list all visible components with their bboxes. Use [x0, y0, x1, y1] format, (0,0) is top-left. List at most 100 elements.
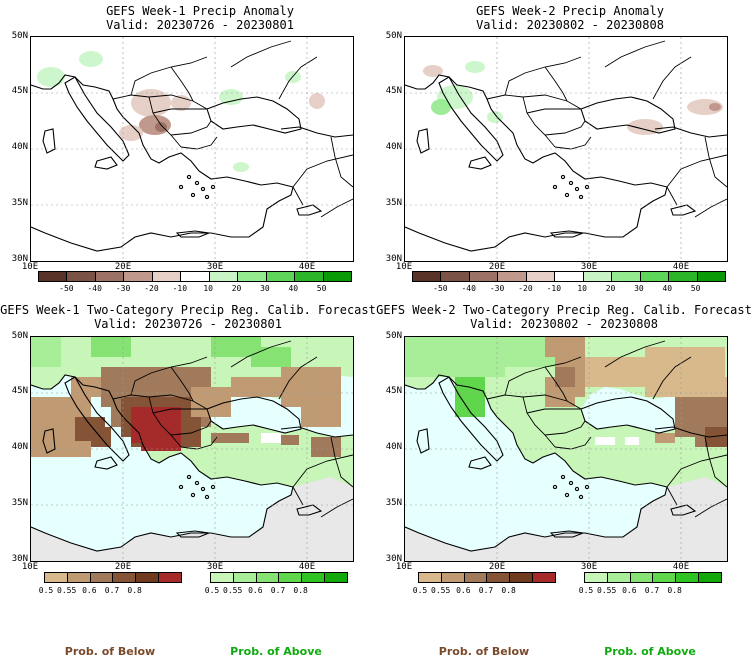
lat-label: 35N: [385, 198, 402, 208]
lon-label: 20E: [114, 262, 132, 272]
panel3-title: GEFS Week-1 Two-Category Precip Reg. Cal…: [0, 303, 376, 331]
colorbar-tick: 0.8: [293, 586, 308, 595]
lat-label: 50N: [385, 31, 402, 41]
colorbar-tick: 0.6: [82, 586, 97, 595]
map-week2-anomaly: [404, 36, 728, 262]
colorbar-swatch: [555, 272, 584, 281]
colorbar-tick: 0.8: [501, 586, 516, 595]
legend-prob-above: Prob. of Above: [604, 645, 696, 658]
colorbar-tick: 0.6: [456, 586, 471, 595]
colorbar-swatch: [256, 573, 280, 582]
colorbar-swatch: [640, 272, 670, 281]
lat-label: 50N: [385, 331, 402, 341]
map-week1-probability: [30, 336, 354, 562]
colorbar-swatch: [487, 573, 511, 582]
colorbar-swatch: [630, 573, 654, 582]
colorbar-tick: 30: [260, 284, 270, 293]
colorbar-strip: [412, 271, 726, 282]
colorbar-tick: 20: [231, 284, 242, 293]
panel1-valid: Valid: 20230726 - 20230801: [106, 18, 294, 32]
colorbar-swatch: [469, 272, 499, 281]
colorbar-swatch: [676, 573, 700, 582]
lon-label: 10E: [21, 562, 39, 572]
colorbar-swatch: [699, 573, 721, 582]
panel4-title: GEFS Week-2 Two-Category Precip Reg. Cal…: [376, 303, 752, 331]
panel2-valid: Valid: 20230802 - 20230808: [476, 18, 664, 32]
lat-label: 50N: [11, 331, 28, 341]
colorbar-swatch: [211, 573, 234, 582]
colorbar-tick: 0.8: [127, 586, 142, 595]
colorbar-swatch: [39, 272, 68, 281]
lon-label: 10E: [395, 262, 413, 272]
colorbar-swatch: [669, 272, 698, 281]
colorbar-tick: -10: [172, 284, 188, 293]
lon-label: 30E: [580, 562, 598, 572]
lat-label: 30N: [385, 254, 402, 264]
colorbar-swatch: [302, 573, 326, 582]
colorbar-tick: 0.5: [38, 586, 54, 595]
lat-label: 40N: [385, 442, 402, 452]
lon-label: 40E: [298, 562, 316, 572]
panel4-valid: Valid: 20230802 - 20230808: [470, 317, 658, 331]
lat-label: 40N: [385, 142, 402, 152]
colorbar-tick: 0.7: [270, 586, 286, 595]
colorbar-tick: -40: [87, 284, 102, 293]
panel1-title-text: GEFS Week-1 Precip Anomaly: [106, 4, 294, 18]
colorbar-swatch: [607, 573, 631, 582]
panel3-title-text: GEFS Week-1 Two-Category Precip Reg. Cal…: [0, 303, 376, 317]
colorbar-tick: 30: [634, 284, 644, 293]
colorbar-swatch: [95, 272, 125, 281]
colorbar-strip: [584, 572, 722, 583]
lon-label: 40E: [298, 262, 316, 272]
lat-label: 50N: [11, 31, 28, 41]
colorbar-tick: 40: [662, 284, 673, 293]
colorbar-swatch: [526, 272, 556, 281]
colorbar-swatch: [498, 272, 527, 281]
lon-label: 30E: [580, 262, 598, 272]
colorbar-swatch: [279, 573, 303, 582]
lon-label: 10E: [395, 562, 413, 572]
colorbar-swatch: [583, 272, 613, 281]
colorbar-tick: 0.55: [57, 586, 77, 595]
colorbar-swatch: [67, 272, 96, 281]
colorbar-swatch: [441, 573, 465, 582]
colorbar-swatch: [266, 272, 296, 281]
colorbar-swatch: [233, 573, 257, 582]
legend-prob-above: Prob. of Above: [230, 645, 322, 658]
colorbar-tick: -30: [489, 284, 505, 293]
colorbar-tick: -30: [115, 284, 131, 293]
lat-label: 35N: [385, 498, 402, 508]
colorbar-swatch: [113, 573, 137, 582]
lat-label: 40N: [11, 442, 28, 452]
colorbar-tick: 0.55: [431, 586, 451, 595]
map-week1-anomaly: [30, 36, 354, 262]
lat-label: 45N: [11, 86, 28, 96]
colorbar-tick: 0.55: [597, 586, 617, 595]
colorbar-tick: -10: [546, 284, 562, 293]
colorbar-strip: [210, 572, 348, 583]
colorbar-tick: 0.55: [223, 586, 243, 595]
colorbar-tick: 10: [577, 284, 587, 293]
lat-label: 30N: [11, 254, 28, 264]
colorbar-swatch: [441, 272, 470, 281]
colorbar-swatch: [533, 573, 555, 582]
colorbar-tick: -20: [518, 284, 533, 293]
lat-label: 45N: [385, 386, 402, 396]
panel2-title: GEFS Week-2 Precip Anomaly Valid: 2023080…: [410, 4, 730, 32]
lon-label: 10E: [21, 262, 39, 272]
colorbar-swatch: [653, 573, 677, 582]
colorbar-tick: 0.7: [478, 586, 494, 595]
lon-label: 40E: [672, 562, 690, 572]
lat-label: 30N: [11, 554, 28, 564]
colorbar-tick: -20: [144, 284, 159, 293]
colorbar-tick: -40: [461, 284, 476, 293]
colorbar-swatch: [159, 573, 181, 582]
colorbar-swatch: [90, 573, 114, 582]
lon-label: 30E: [206, 262, 224, 272]
colorbar-swatch: [124, 272, 153, 281]
lon-label: 40E: [672, 262, 690, 272]
colorbar-tick: 0.7: [104, 586, 120, 595]
map-week2-probability: [404, 336, 728, 562]
legend-prob-below: Prob. of Below: [438, 645, 530, 658]
lat-label: 45N: [11, 386, 28, 396]
